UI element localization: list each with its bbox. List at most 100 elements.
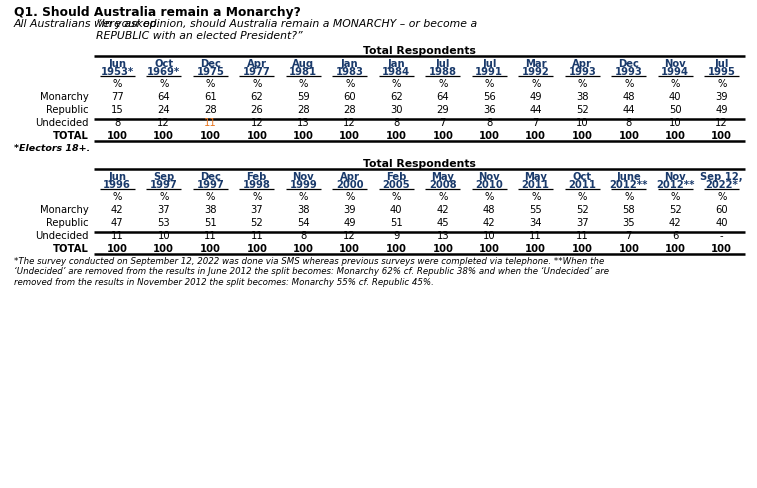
Text: 1996: 1996	[103, 180, 131, 190]
Text: 100: 100	[107, 244, 128, 253]
Text: 12: 12	[715, 118, 728, 128]
Text: 2022*: 2022*	[706, 180, 738, 190]
Text: Jun: Jun	[108, 172, 126, 182]
Text: 51: 51	[390, 218, 403, 227]
Text: Feb: Feb	[247, 172, 267, 182]
Text: 61: 61	[204, 92, 217, 102]
Text: Oct: Oct	[573, 172, 592, 182]
Text: 30: 30	[390, 105, 403, 115]
Text: 12: 12	[157, 118, 170, 128]
Text: 40: 40	[715, 218, 728, 227]
Text: 40: 40	[390, 204, 403, 215]
Text: 47: 47	[111, 218, 123, 227]
Text: 100: 100	[618, 131, 639, 141]
Text: 10: 10	[669, 118, 681, 128]
Text: 1988: 1988	[428, 67, 456, 77]
Text: Jul: Jul	[482, 59, 497, 69]
Text: 60: 60	[715, 204, 728, 215]
Text: Nov: Nov	[665, 172, 686, 182]
Text: 100: 100	[339, 244, 360, 253]
Text: June: June	[616, 172, 641, 182]
Text: 12: 12	[344, 118, 356, 128]
Text: 100: 100	[432, 131, 453, 141]
Text: 1999: 1999	[289, 180, 317, 190]
Text: 2005: 2005	[382, 180, 410, 190]
Text: “In your opinion, should Australia remain a MONARCHY – or become a
REPUBLIC with: “In your opinion, should Australia remai…	[96, 19, 477, 41]
Text: %: %	[671, 192, 680, 202]
Text: %: %	[531, 79, 540, 89]
Text: 52: 52	[576, 105, 589, 115]
Text: %: %	[484, 79, 494, 89]
Text: 2011: 2011	[522, 180, 550, 190]
Text: %: %	[159, 192, 169, 202]
Text: 28: 28	[204, 105, 217, 115]
Text: Mar: Mar	[525, 59, 547, 69]
Text: Oct: Oct	[154, 59, 173, 69]
Text: 42: 42	[669, 218, 681, 227]
Text: %: %	[671, 79, 680, 89]
Text: *Electors 18+.: *Electors 18+.	[14, 143, 90, 153]
Text: Undecided: Undecided	[36, 230, 89, 241]
Text: 100: 100	[712, 244, 732, 253]
Text: 100: 100	[246, 244, 267, 253]
Text: 38: 38	[576, 92, 588, 102]
Text: 13: 13	[297, 118, 310, 128]
Text: Sep: Sep	[153, 172, 174, 182]
Text: Nov: Nov	[292, 172, 314, 182]
Text: 49: 49	[529, 92, 542, 102]
Text: 38: 38	[204, 204, 217, 215]
Text: 10: 10	[576, 118, 588, 128]
Text: 12: 12	[251, 118, 263, 128]
Text: %: %	[438, 79, 447, 89]
Text: 53: 53	[157, 218, 170, 227]
Text: 11: 11	[576, 230, 589, 241]
Text: 40: 40	[669, 92, 681, 102]
Text: 52: 52	[251, 218, 263, 227]
Text: 62: 62	[251, 92, 263, 102]
Text: %: %	[252, 192, 261, 202]
Text: Aug: Aug	[292, 59, 314, 69]
Text: Jun: Jun	[108, 59, 126, 69]
Text: 48: 48	[622, 92, 635, 102]
Text: Apr: Apr	[247, 59, 266, 69]
Text: 44: 44	[529, 105, 542, 115]
Text: 51: 51	[204, 218, 217, 227]
Text: %: %	[531, 192, 540, 202]
Text: Sep 12,: Sep 12,	[700, 172, 743, 182]
Text: *The survey conducted on September 12, 2022 was done via SMS whereas previous su: *The survey conducted on September 12, 2…	[14, 257, 609, 286]
Text: Jan: Jan	[388, 59, 405, 69]
Text: %: %	[113, 192, 122, 202]
Text: 49: 49	[715, 105, 728, 115]
Text: Monarchy: Monarchy	[40, 92, 89, 102]
Text: 100: 100	[154, 131, 174, 141]
Text: 39: 39	[715, 92, 728, 102]
Text: Jan: Jan	[341, 59, 359, 69]
Text: 10: 10	[157, 230, 170, 241]
Text: Undecided: Undecided	[36, 118, 89, 128]
Text: 11: 11	[111, 230, 123, 241]
Text: 100: 100	[432, 244, 453, 253]
Text: 2011: 2011	[569, 180, 597, 190]
Text: 100: 100	[293, 131, 313, 141]
Text: May: May	[525, 172, 547, 182]
Text: 100: 100	[572, 244, 593, 253]
Text: 55: 55	[529, 204, 542, 215]
Text: 50: 50	[669, 105, 681, 115]
Text: %: %	[578, 192, 587, 202]
Text: %: %	[624, 79, 634, 89]
Text: 1981: 1981	[289, 67, 317, 77]
Text: 45: 45	[437, 218, 449, 227]
Text: 2008: 2008	[429, 180, 456, 190]
Text: 8: 8	[114, 118, 120, 128]
Text: 11: 11	[529, 230, 542, 241]
Text: 100: 100	[200, 244, 221, 253]
Text: 42: 42	[437, 204, 449, 215]
Text: 60: 60	[344, 92, 356, 102]
Text: 1983: 1983	[336, 67, 363, 77]
Text: 54: 54	[297, 218, 310, 227]
Text: TOTAL: TOTAL	[53, 131, 89, 141]
Text: 38: 38	[297, 204, 310, 215]
Text: 1975: 1975	[196, 67, 224, 77]
Text: Monarchy: Monarchy	[40, 204, 89, 215]
Text: 37: 37	[157, 204, 170, 215]
